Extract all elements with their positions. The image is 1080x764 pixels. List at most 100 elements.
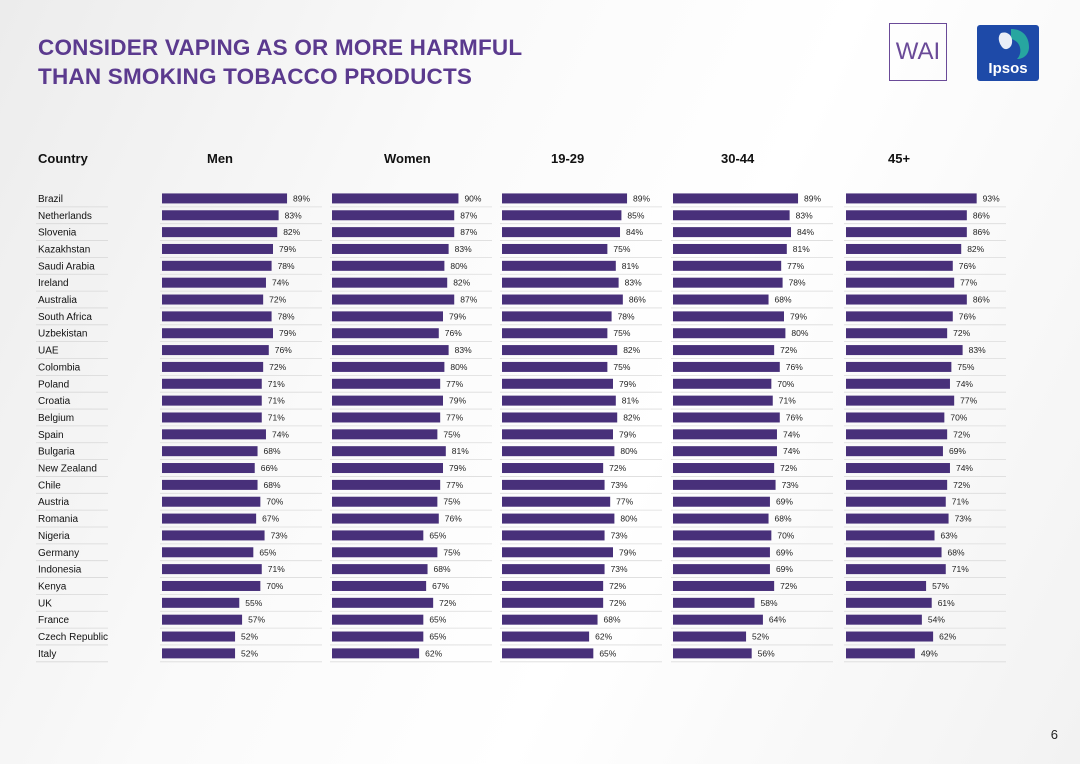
bar-women-slovenia <box>332 227 455 238</box>
bar-30-44-brazil <box>673 193 799 204</box>
data-label-men-belgium: 71% <box>268 412 285 422</box>
data-label-19-29-colombia: 75% <box>613 362 630 372</box>
bar-19-29-spain <box>502 429 613 440</box>
data-label-30-44-germany: 69% <box>776 547 793 557</box>
bar-women-uzbekistan <box>332 328 439 339</box>
bar-30-44-netherlands <box>673 210 790 221</box>
data-label-45-france: 54% <box>928 615 945 625</box>
data-label-men-france: 57% <box>248 615 265 625</box>
country-label-uae: UAE <box>38 346 59 357</box>
bar-men-kenya <box>162 580 261 591</box>
data-label-30-44-belgium: 76% <box>786 412 803 422</box>
data-label-men-nigeria: 73% <box>271 530 288 540</box>
data-label-19-29-italy: 65% <box>599 648 616 658</box>
bar-30-44-france <box>673 614 763 625</box>
bar-men-spain <box>162 429 266 440</box>
bar-men-france <box>162 614 243 625</box>
country-label-france: France <box>38 615 70 626</box>
data-label-45-italy: 49% <box>921 648 938 658</box>
country-label-poland: Poland <box>38 379 69 390</box>
bar-men-poland <box>162 378 262 389</box>
data-label-30-44-brazil: 89% <box>804 193 821 203</box>
bar-19-29-austria <box>502 496 611 507</box>
data-label-30-44-uzbekistan: 80% <box>791 328 808 338</box>
data-label-women-italy: 62% <box>425 648 442 658</box>
country-label-chile: Chile <box>38 480 61 491</box>
column-header-45: 45+ <box>888 151 910 166</box>
bar-30-44-ireland <box>673 277 783 288</box>
bar-30-44-colombia <box>673 361 780 372</box>
country-label-new-zealand: New Zealand <box>38 464 97 475</box>
data-label-45-kenya: 57% <box>932 581 949 591</box>
bar-45-belgium <box>846 412 945 423</box>
data-label-women-france: 65% <box>429 615 446 625</box>
data-label-19-29-germany: 79% <box>619 547 636 557</box>
data-label-30-44-austria: 69% <box>776 497 793 507</box>
bar-30-44-australia <box>673 294 769 305</box>
country-label-ireland: Ireland <box>38 278 69 289</box>
data-label-45-spain: 72% <box>953 429 970 439</box>
data-label-men-new-zealand: 66% <box>261 463 278 473</box>
data-label-19-29-croatia: 81% <box>622 396 639 406</box>
ipsos-logo: Ipsos <box>977 25 1039 81</box>
data-label-45-croatia: 77% <box>960 396 977 406</box>
bar-45-germany <box>846 547 942 558</box>
data-label-45-belgium: 70% <box>950 412 967 422</box>
data-label-30-44-kenya: 72% <box>780 581 797 591</box>
data-label-30-44-australia: 68% <box>775 295 792 305</box>
data-label-19-29-brazil: 89% <box>633 193 650 203</box>
bar-women-austria <box>332 496 438 507</box>
data-label-30-44-italy: 56% <box>758 648 775 658</box>
country-label-nigeria: Nigeria <box>38 531 70 542</box>
data-label-19-29-kazakhstan: 75% <box>613 244 630 254</box>
bar-men-saudi-arabia <box>162 260 272 271</box>
data-label-men-brazil: 89% <box>293 193 310 203</box>
data-label-19-29-czech-republic: 62% <box>595 632 612 642</box>
bar-30-44-kazakhstan <box>673 243 787 254</box>
data-label-45-kazakhstan: 82% <box>967 244 984 254</box>
data-label-19-29-south-africa: 78% <box>618 311 635 321</box>
bar-men-indonesia <box>162 564 262 575</box>
bar-45-uzbekistan <box>846 328 948 339</box>
country-label-czech-republic: Czech Republic <box>38 632 108 643</box>
bar-30-44-new-zealand <box>673 463 775 474</box>
bar-men-australia <box>162 294 264 305</box>
data-label-30-44-poland: 70% <box>777 379 794 389</box>
bar-30-44-belgium <box>673 412 780 423</box>
data-label-45-romania: 73% <box>955 514 972 524</box>
column-header-country: Country <box>38 151 89 166</box>
data-label-30-44-nigeria: 70% <box>777 530 794 540</box>
data-label-men-slovenia: 82% <box>283 227 300 237</box>
data-label-30-44-france: 64% <box>769 615 786 625</box>
country-label-brazil: Brazil <box>38 194 63 205</box>
bar-women-belgium <box>332 412 441 423</box>
bar-45-czech-republic <box>846 631 934 642</box>
bar-45-new-zealand <box>846 463 950 474</box>
data-label-45-brazil: 93% <box>983 193 1000 203</box>
bar-women-croatia <box>332 395 443 406</box>
bar-19-29-kenya <box>502 580 604 591</box>
data-label-men-bulgaria: 68% <box>264 446 281 456</box>
bar-30-44-italy <box>673 648 752 659</box>
data-label-women-australia: 87% <box>460 295 477 305</box>
data-label-19-29-bulgaria: 80% <box>620 446 637 456</box>
bar-45-colombia <box>846 361 952 372</box>
data-label-women-slovenia: 87% <box>460 227 477 237</box>
column-header-30-44: 30-44 <box>721 151 755 166</box>
bar-19-29-brazil <box>502 193 628 204</box>
bar-women-czech-republic <box>332 631 424 642</box>
data-label-women-ireland: 82% <box>453 278 470 288</box>
bar-19-29-belgium <box>502 412 618 423</box>
country-label-indonesia: Indonesia <box>38 565 82 576</box>
bar-men-belgium <box>162 412 262 423</box>
data-label-30-44-colombia: 76% <box>786 362 803 372</box>
data-label-19-29-belgium: 82% <box>623 412 640 422</box>
data-label-19-29-new-zealand: 72% <box>609 463 626 473</box>
country-label-austria: Austria <box>38 497 70 508</box>
data-label-women-south-africa: 79% <box>449 311 466 321</box>
data-label-women-chile: 77% <box>446 480 463 490</box>
bar-men-kazakhstan <box>162 243 273 254</box>
bar-45-saudi-arabia <box>846 260 953 271</box>
bar-men-netherlands <box>162 210 279 221</box>
bar-men-uae <box>162 345 269 356</box>
